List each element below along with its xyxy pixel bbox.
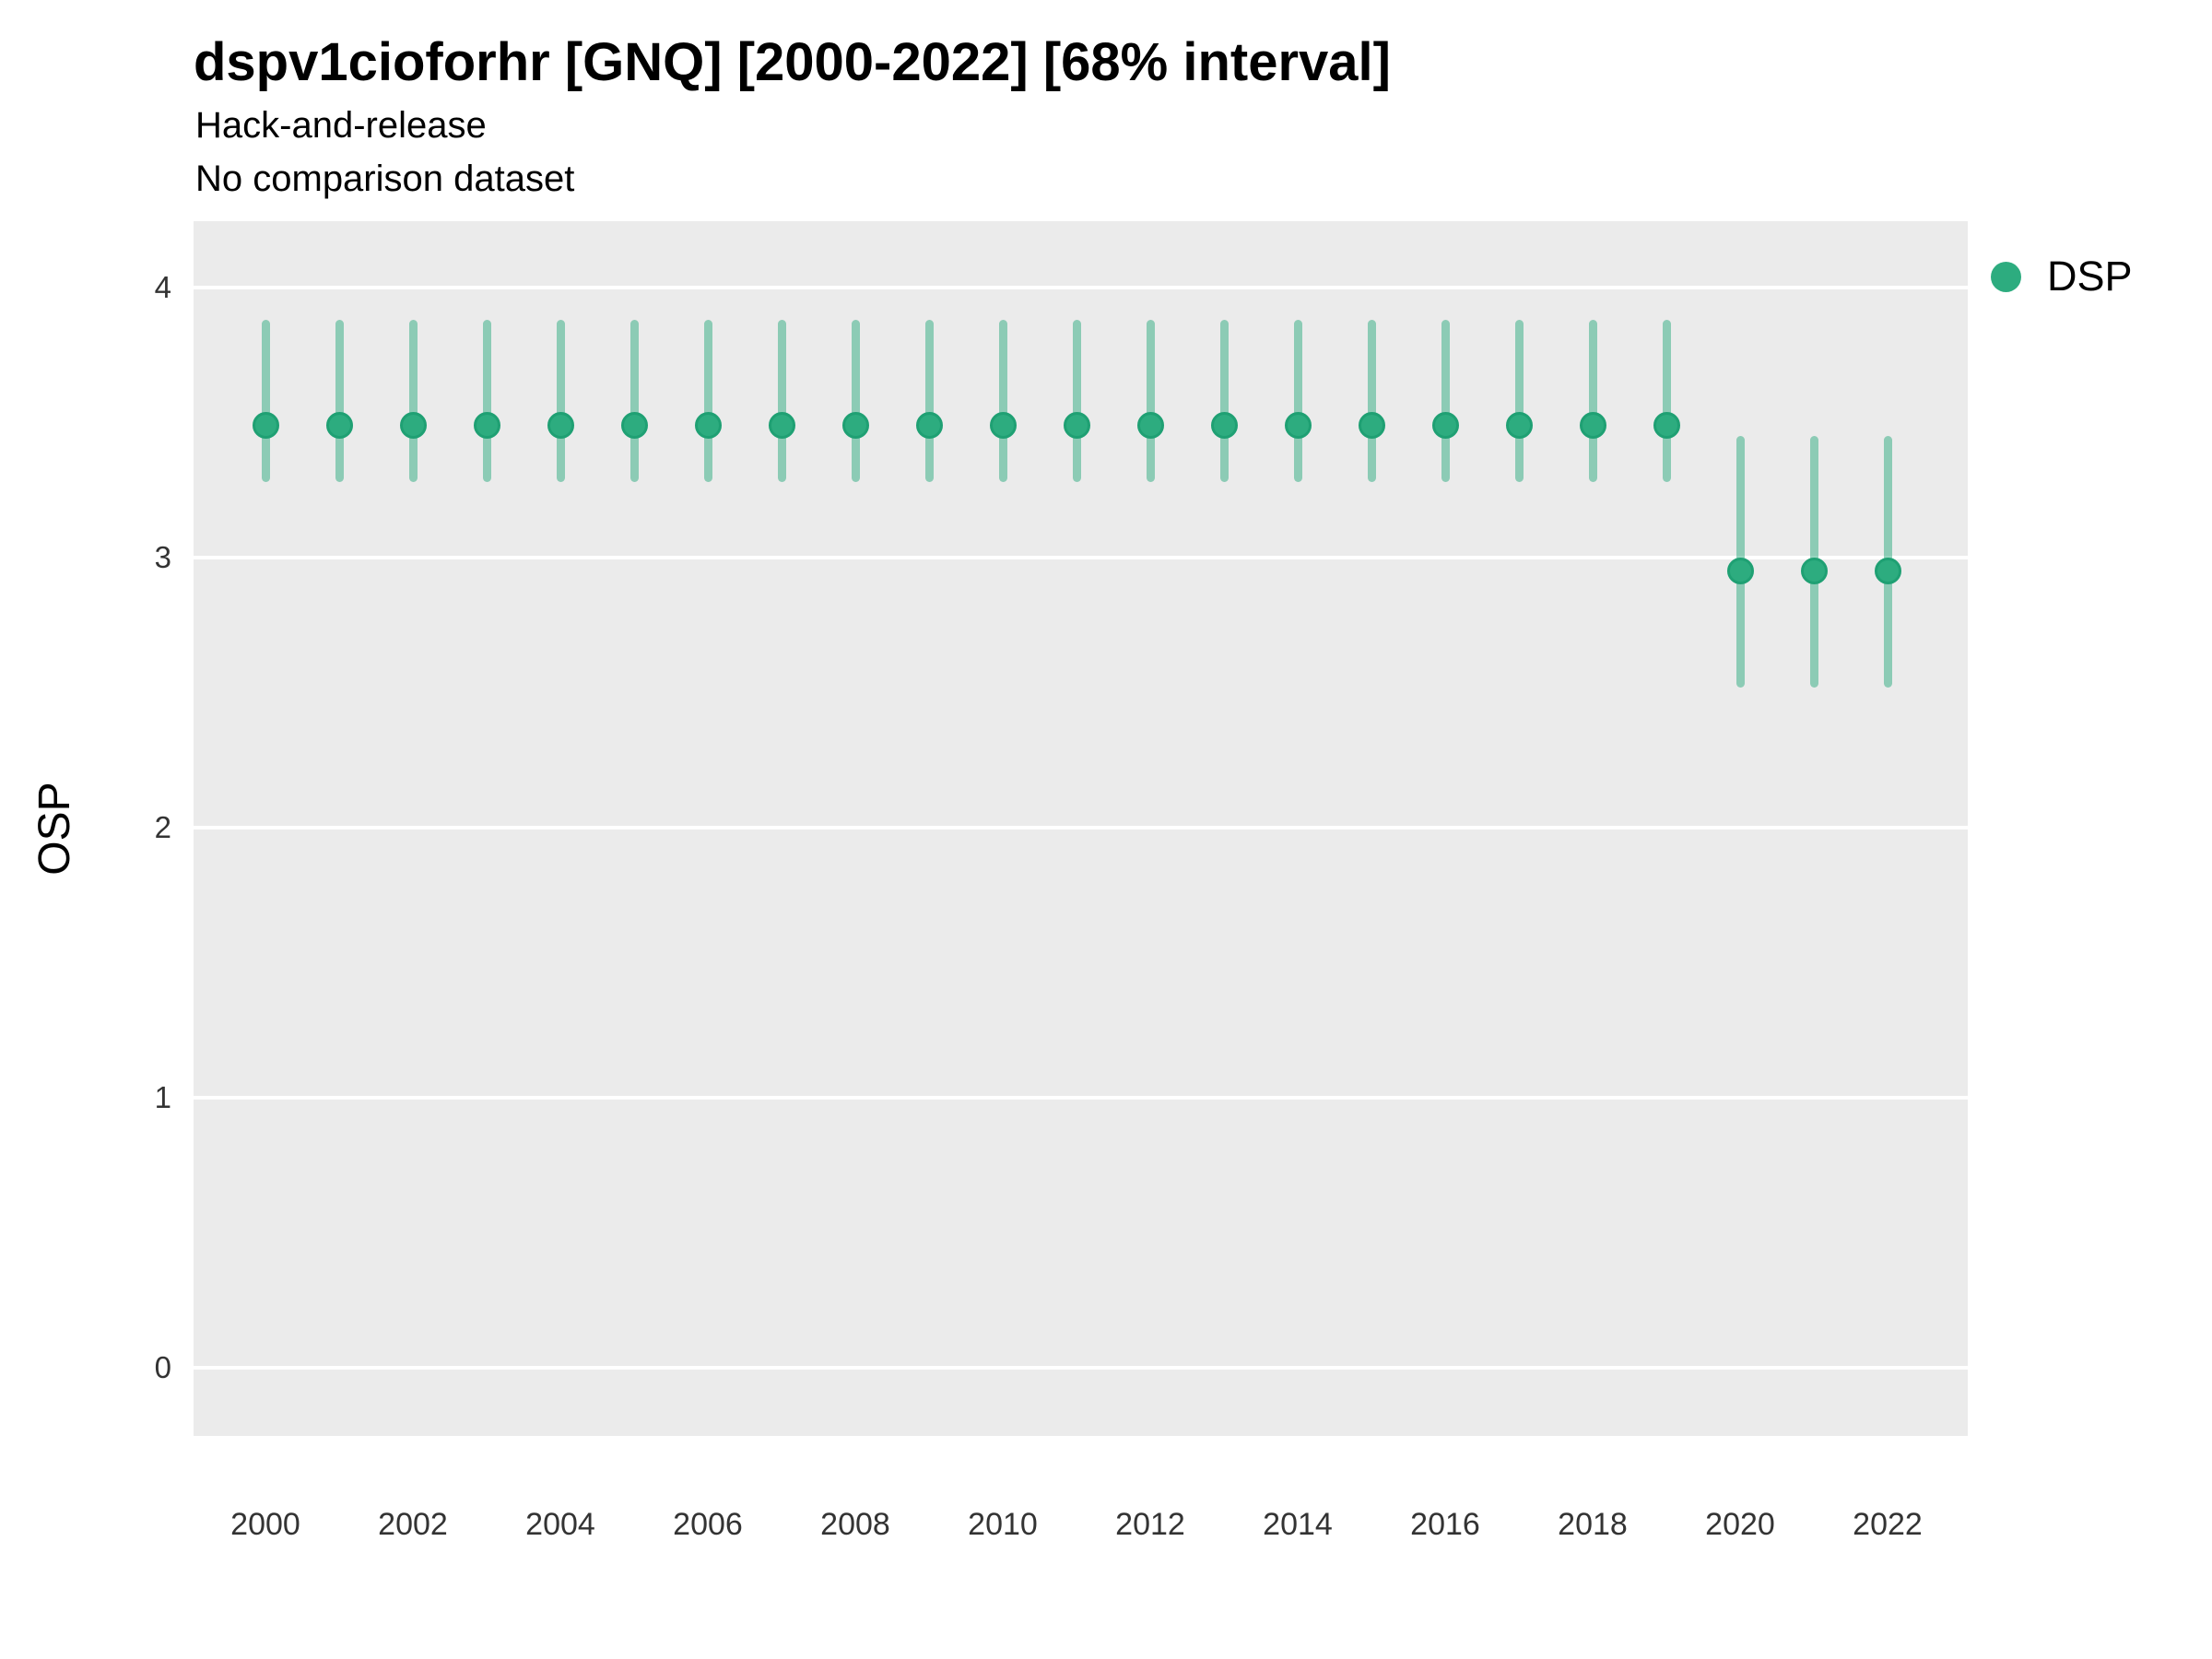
- interval-bar-2001: [335, 320, 344, 482]
- data-point-2007: [768, 411, 795, 439]
- interval-bar-2011: [1072, 320, 1081, 482]
- x-tick-label-2004: 2004: [525, 1507, 595, 1542]
- data-point-2013: [1210, 411, 1238, 439]
- x-tick-label-2014: 2014: [1263, 1507, 1333, 1542]
- y-tick-label-1: 1: [154, 1080, 171, 1114]
- interval-bar-2016: [1441, 320, 1450, 482]
- data-point-2011: [1063, 411, 1090, 439]
- y-tick-label-3: 3: [154, 540, 171, 574]
- x-tick-label-2000: 2000: [230, 1507, 300, 1542]
- x-tick-label-2010: 2010: [968, 1507, 1038, 1542]
- data-point-2005: [620, 411, 648, 439]
- data-point-2014: [1284, 411, 1312, 439]
- x-tick-label-2018: 2018: [1558, 1507, 1628, 1542]
- interval-bar-2009: [924, 320, 934, 482]
- gridline-y-3: [194, 556, 1968, 559]
- x-tick-label-2012: 2012: [1115, 1507, 1185, 1542]
- interval-bar-2013: [1219, 320, 1229, 482]
- data-point-2002: [399, 411, 427, 439]
- data-point-2006: [694, 411, 722, 439]
- x-tick-label-2002: 2002: [378, 1507, 448, 1542]
- data-point-2019: [1653, 411, 1680, 439]
- x-tick-label-2020: 2020: [1705, 1507, 1775, 1542]
- data-point-2022: [1874, 558, 1901, 585]
- y-tick-label-0: 0: [154, 1350, 171, 1384]
- legend-label: DSP: [2047, 253, 2133, 300]
- legend-point-icon: [1991, 261, 2021, 292]
- data-point-2003: [473, 411, 500, 439]
- data-point-2010: [989, 411, 1017, 439]
- interval-bar-2014: [1293, 320, 1302, 482]
- chart-subtitle-line1: Hack-and-release: [195, 105, 487, 146]
- data-point-2008: [841, 411, 869, 439]
- interval-bar-2008: [851, 320, 860, 482]
- data-point-2015: [1358, 411, 1385, 439]
- interval-bar-2002: [408, 320, 418, 482]
- plot-panel: [194, 221, 1968, 1436]
- interval-bar-2006: [703, 320, 712, 482]
- data-point-2021: [1800, 558, 1828, 585]
- data-point-2000: [252, 411, 279, 439]
- y-tick-label-2: 2: [154, 810, 171, 844]
- gridline-y-4: [194, 286, 1968, 289]
- data-point-2018: [1579, 411, 1606, 439]
- gridline-y-1: [194, 1096, 1968, 1100]
- interval-bar-2000: [261, 320, 270, 482]
- data-point-2012: [1136, 411, 1164, 439]
- gridline-y-0: [194, 1366, 1968, 1370]
- data-point-2016: [1431, 411, 1459, 439]
- interval-bar-2005: [629, 320, 639, 482]
- chart-subtitle-line2: No comparison dataset: [195, 159, 575, 199]
- x-tick-label-2006: 2006: [673, 1507, 743, 1542]
- y-axis-title: OSP: [29, 782, 79, 876]
- interval-bar-2007: [777, 320, 786, 482]
- interval-bar-2018: [1588, 320, 1597, 482]
- interval-bar-2017: [1514, 320, 1524, 482]
- x-tick-label-2008: 2008: [820, 1507, 890, 1542]
- interval-bar-2004: [556, 320, 565, 482]
- y-tick-label-4: 4: [154, 270, 171, 304]
- legend: DSP: [1991, 247, 2133, 306]
- x-tick-label-2022: 2022: [1853, 1507, 1923, 1542]
- interval-bar-2012: [1146, 320, 1155, 482]
- x-tick-label-2016: 2016: [1410, 1507, 1480, 1542]
- data-point-2020: [1726, 558, 1754, 585]
- interval-bar-2015: [1367, 320, 1376, 482]
- data-point-2017: [1505, 411, 1533, 439]
- interval-bar-2019: [1662, 320, 1671, 482]
- data-point-2004: [547, 411, 574, 439]
- interval-bar-2003: [482, 320, 491, 482]
- chart-title: dspv1cioforhr [GNQ] [2000-2022] [68% int…: [194, 32, 1391, 92]
- data-point-2001: [325, 411, 353, 439]
- gridline-y-2: [194, 826, 1968, 830]
- interval-bar-2010: [998, 320, 1007, 482]
- data-point-2009: [915, 411, 943, 439]
